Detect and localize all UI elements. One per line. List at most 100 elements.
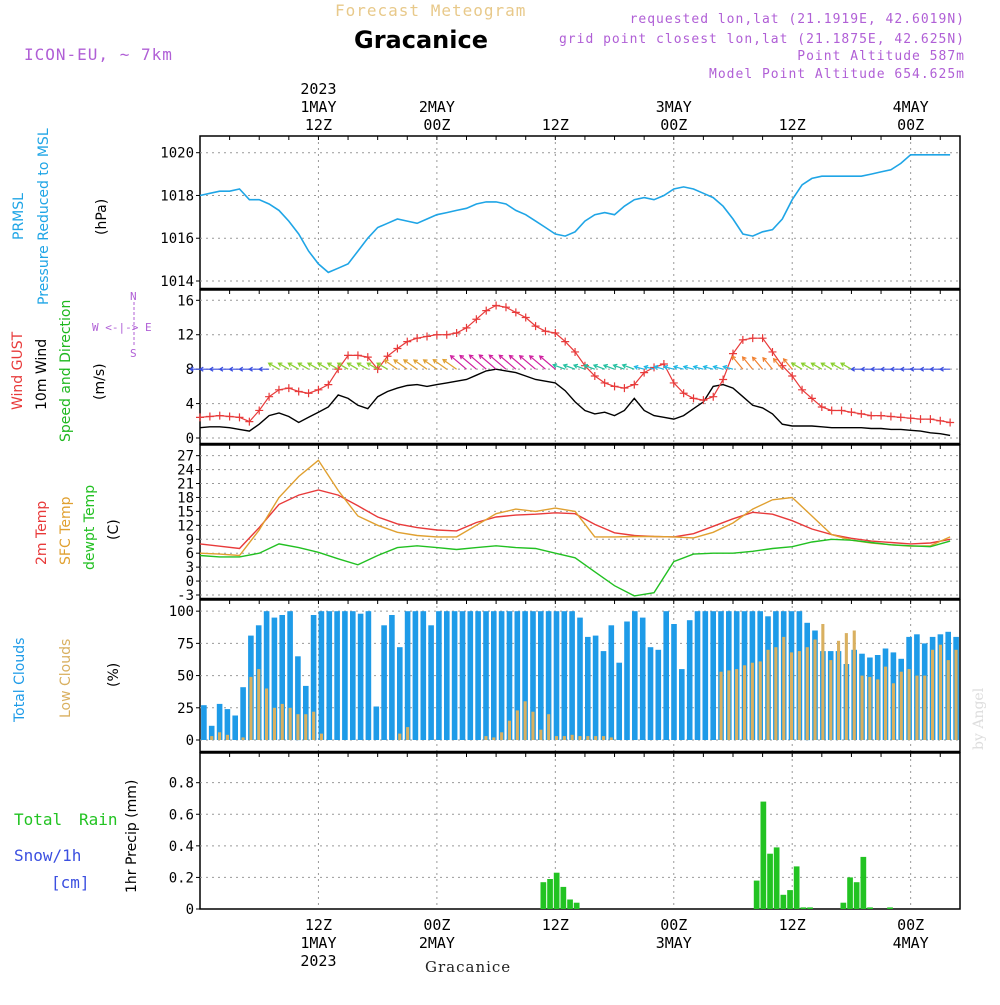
time-label-bottom: 00Z [660, 916, 687, 934]
total-cloud-bar [608, 625, 615, 740]
y-tick-label: 0 [186, 431, 194, 447]
chart-layers: 10141016101810200481216-3036912151821242… [160, 80, 961, 970]
gust-marker [620, 384, 629, 393]
y-tick-label: 1014 [160, 274, 194, 290]
total-cloud-bar [420, 611, 427, 740]
total-cloud-bar [232, 715, 238, 740]
prmsl-label: PRMSL [11, 193, 27, 240]
gust-marker [926, 415, 935, 424]
gust-marker [689, 394, 698, 403]
wind-direction-arrow [432, 359, 448, 370]
gust-marker [274, 385, 283, 394]
wind-direction-arrow [712, 364, 724, 370]
y-tick-label: 0 [186, 733, 194, 749]
total-cloud-bar [702, 611, 709, 740]
panel-0: 1014 1016 1018 1020 [160, 135, 961, 290]
low-cloud-bar [280, 703, 284, 740]
wind-direction-arrow [376, 362, 388, 370]
total-cloud-bar [373, 706, 380, 740]
total-cloud-bar [647, 647, 654, 740]
dewpt-line [199, 538, 951, 597]
y-tick-label: 12 [177, 328, 194, 344]
y-tick-label: 15 [177, 504, 194, 520]
total-cloud-bar [318, 611, 325, 740]
total-cloud-bar [303, 685, 309, 740]
low-cloud-bar [578, 736, 582, 740]
y-tick-label: 0 [186, 902, 194, 918]
total-cloud-bar [545, 611, 552, 740]
wind-direction-arrow [528, 355, 546, 370]
gust-marker [817, 403, 826, 412]
total-cloud-bar [498, 611, 505, 740]
signature: by Angel [971, 687, 987, 750]
wind-direction-arrow [790, 362, 803, 370]
low-cloud-bar [515, 710, 519, 740]
gust-marker [413, 334, 422, 343]
gust-marker [807, 394, 816, 403]
gust-marker [561, 337, 570, 346]
y-tick-label: 21 [177, 477, 194, 493]
gust-marker [610, 382, 619, 391]
low-cloud-bar [265, 688, 269, 740]
time-label-top: 4MAY [893, 98, 929, 116]
wind-direction-arrow [562, 363, 576, 370]
low-cloud-bar [860, 675, 864, 740]
y-tick-label: 0.4 [169, 839, 194, 855]
gust-marker [452, 329, 461, 338]
precip-snow-label: Snow/1h [14, 846, 81, 865]
y-tick-label: 25 [177, 701, 194, 717]
y-tick-label: 3 [186, 560, 194, 576]
rain-bar [560, 886, 567, 909]
time-label-top: 12Z [305, 116, 332, 134]
wind-direction-arrow [800, 362, 813, 370]
gust-marker [531, 322, 540, 331]
wind-direction-arrow [830, 362, 842, 370]
total-cloud-bar [365, 611, 372, 740]
time-label-top: 00Z [897, 116, 924, 134]
gust-marker [630, 380, 639, 389]
low-cloud-bar [899, 671, 903, 740]
meteogram-subtitle: Forecast Meteogram [335, 1, 526, 20]
wind-direction-arrow [653, 364, 665, 370]
model-label: ICON-EU, ~ 7km [24, 45, 173, 64]
wind-direction-arrow [442, 358, 457, 370]
total-cloud-bar [624, 621, 630, 740]
y-tick-label: -3 [177, 588, 194, 604]
total-cloud-bar [616, 662, 622, 740]
wind-direction-arrow [336, 362, 349, 370]
rain-bar [860, 856, 867, 909]
rain-bar [807, 907, 813, 909]
low-cloud-bar [743, 665, 747, 740]
total-cloud-bar [514, 611, 521, 740]
total-cloud-bar [639, 617, 646, 740]
gust-marker [827, 406, 836, 415]
total-clouds-label: Total Clouds [12, 638, 28, 723]
wind-direction-arrow [449, 355, 467, 370]
low-cloud-bar [406, 727, 410, 740]
time-label-bottom: 4MAY [893, 934, 929, 952]
time-label-bottom: 12Z [305, 916, 332, 934]
low-cloud-bar [500, 732, 504, 740]
low-cloud-bar [946, 660, 950, 740]
low-cloud-bar [735, 669, 739, 740]
wind-direction-arrow [188, 366, 200, 372]
total-cloud-bar [663, 611, 669, 740]
rain-bar [553, 872, 560, 909]
wind-direction-arrow [938, 366, 951, 372]
gust-marker [758, 334, 767, 343]
wind-direction-arrow [643, 364, 655, 370]
wind-dir-label: Speed and Direction [58, 300, 74, 442]
low-cloud-bar [727, 670, 731, 740]
wind-direction-arrow [782, 358, 793, 370]
low-cloud-bar [304, 714, 308, 740]
gust-marker [748, 334, 757, 343]
wind-direction-arrow [899, 366, 911, 372]
pressure-labels: PRMSL Pressure Reduced to MSL (hPa) [11, 128, 110, 305]
panel-1: 0 4 8 12 16 [177, 289, 961, 447]
gust-marker [196, 413, 204, 422]
low-cloud-bar [797, 651, 801, 740]
pressure-msl-label: Pressure Reduced to MSL [36, 128, 52, 305]
gust-marker [679, 389, 688, 398]
total-cloud-bar [694, 611, 701, 740]
